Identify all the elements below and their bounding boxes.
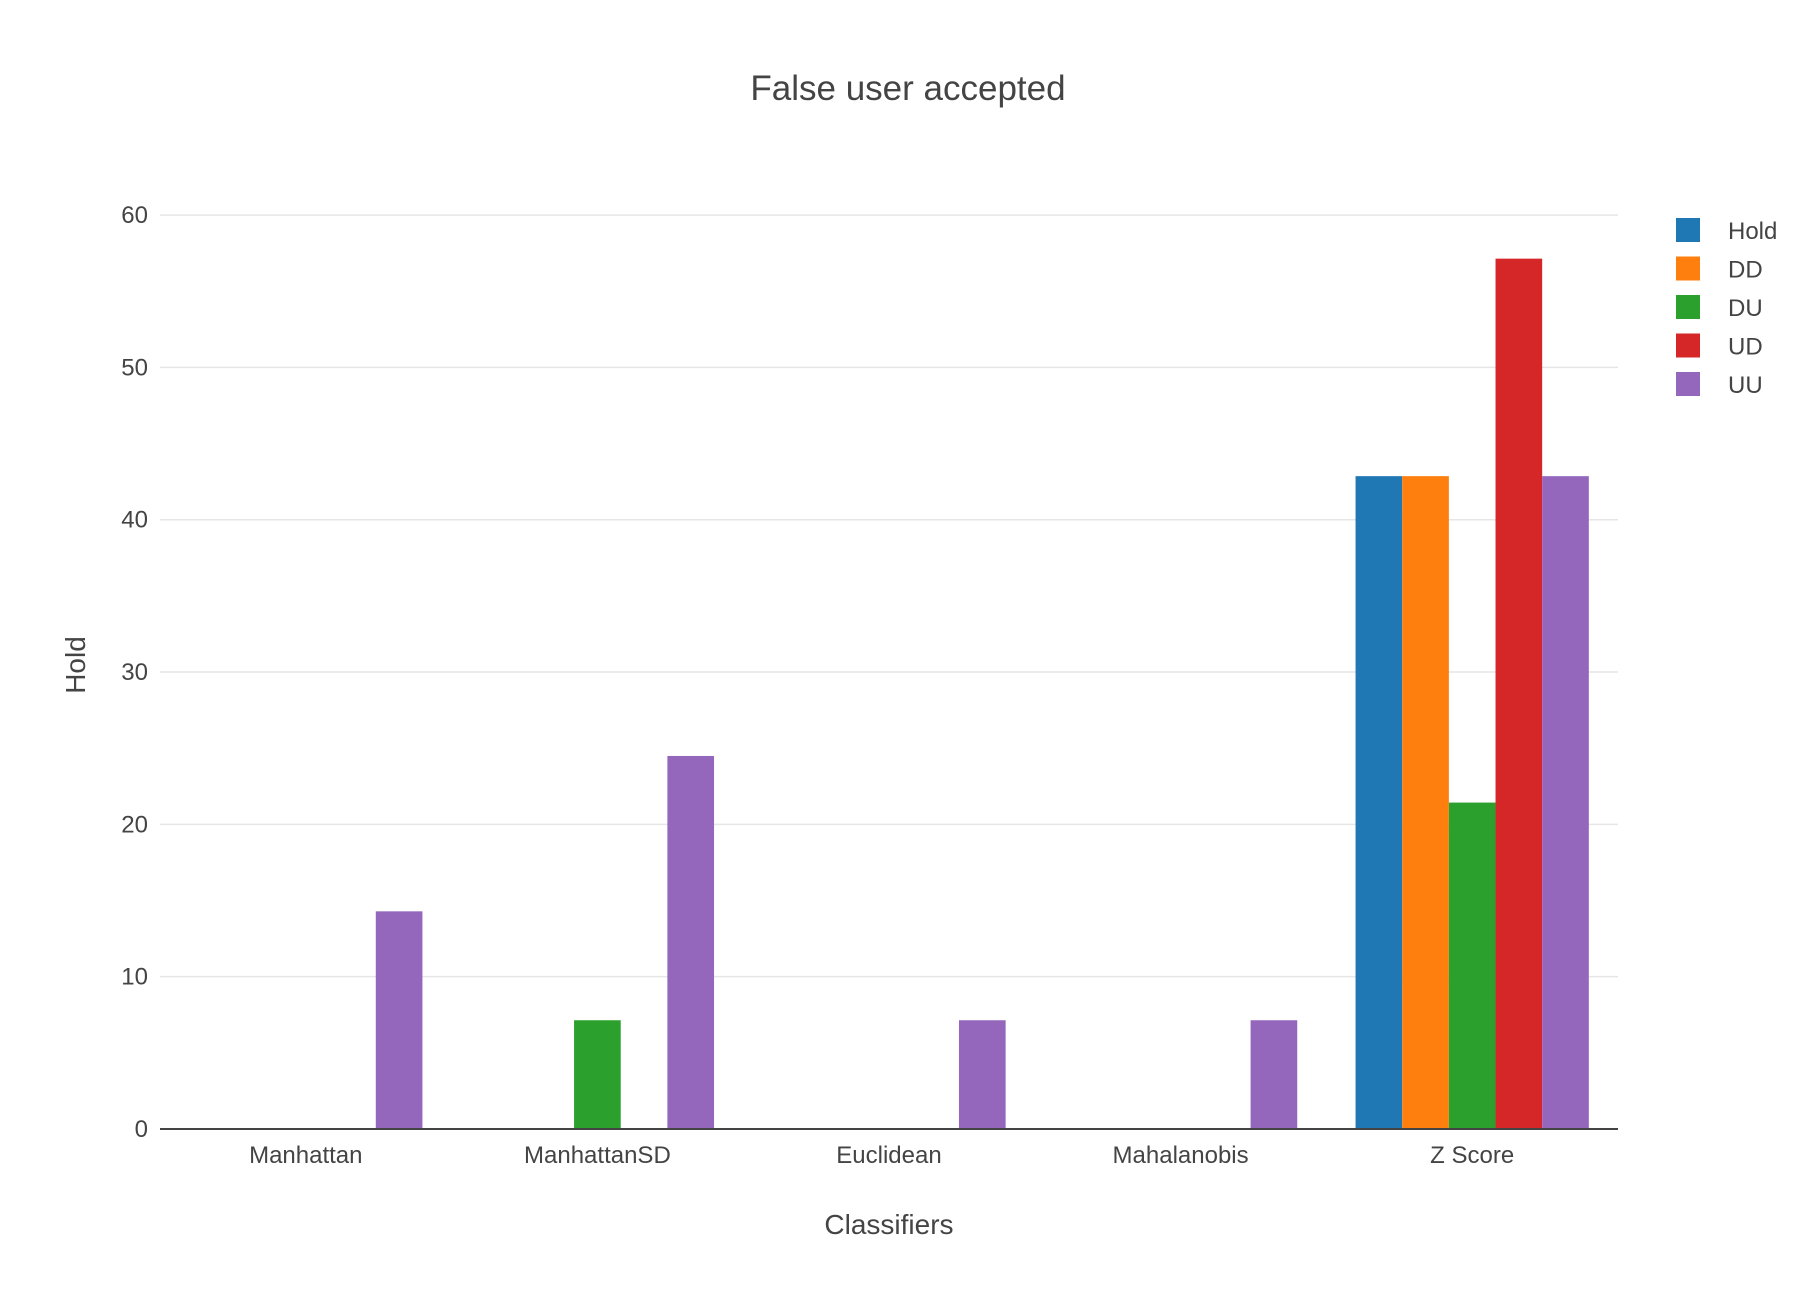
bar-uu-mahalanobis xyxy=(1250,1020,1298,1129)
bar-ud-z-score xyxy=(1495,258,1543,1129)
bar-uu-manhattan xyxy=(375,911,423,1129)
legend-item-hold[interactable]: Hold xyxy=(1676,218,1777,245)
x-tick-label: Mahalanobis xyxy=(1113,1142,1249,1169)
legend-item-uu[interactable]: UU xyxy=(1676,372,1763,399)
x-axis-ticks: Manhattan ManhattanSD Euclidean Mahalanobis… xyxy=(249,1142,1514,1169)
y-tick-label: 10 xyxy=(121,964,148,991)
bar-du-z-score xyxy=(1448,802,1496,1129)
y-tick-label: 60 xyxy=(121,202,148,229)
x-tick-label: ManhattanSD xyxy=(524,1142,671,1169)
bar-hold-z-score xyxy=(1355,476,1403,1129)
legend-label: UD xyxy=(1728,334,1763,361)
y-tick-label: 30 xyxy=(121,659,148,686)
legend-swatch xyxy=(1676,333,1700,358)
y-axis-title: Hold xyxy=(60,636,91,694)
bars xyxy=(375,258,1589,1129)
x-axis-title: Classifiers xyxy=(824,1209,953,1240)
bar-uu-manhattansd xyxy=(667,755,715,1129)
y-tick-label: 20 xyxy=(121,811,148,838)
legend-item-ud[interactable]: UD xyxy=(1676,333,1763,361)
legend-item-dd[interactable]: DD xyxy=(1676,256,1763,284)
legend-swatch xyxy=(1676,256,1700,281)
legend-swatch xyxy=(1676,372,1700,396)
bar-du-manhattansd xyxy=(574,1020,621,1129)
legend-swatch xyxy=(1676,218,1700,242)
legend-item-du[interactable]: DU xyxy=(1676,295,1763,322)
x-tick-label: Manhattan xyxy=(249,1142,362,1169)
legend-label: UU xyxy=(1728,372,1763,399)
legend-swatch xyxy=(1676,295,1700,319)
y-tick-label: 40 xyxy=(121,507,148,534)
x-tick-label: Euclidean xyxy=(836,1142,941,1169)
bar-dd-z-score xyxy=(1402,476,1449,1129)
legend: Hold DD DU UD UU xyxy=(1676,218,1777,399)
bar-uu-euclidean xyxy=(958,1020,1006,1129)
bar-uu-z-score xyxy=(1542,476,1589,1129)
legend-label: DU xyxy=(1728,295,1763,322)
y-tick-label: 0 xyxy=(135,1116,148,1143)
legend-label: DD xyxy=(1728,257,1763,284)
legend-label: Hold xyxy=(1728,218,1777,245)
chart-title: False user accepted xyxy=(750,69,1065,108)
x-tick-label: Z Score xyxy=(1430,1142,1514,1169)
y-axis-ticks: 0 10 20 30 40 50 60 xyxy=(121,202,148,1143)
y-tick-label: 50 xyxy=(121,354,148,381)
